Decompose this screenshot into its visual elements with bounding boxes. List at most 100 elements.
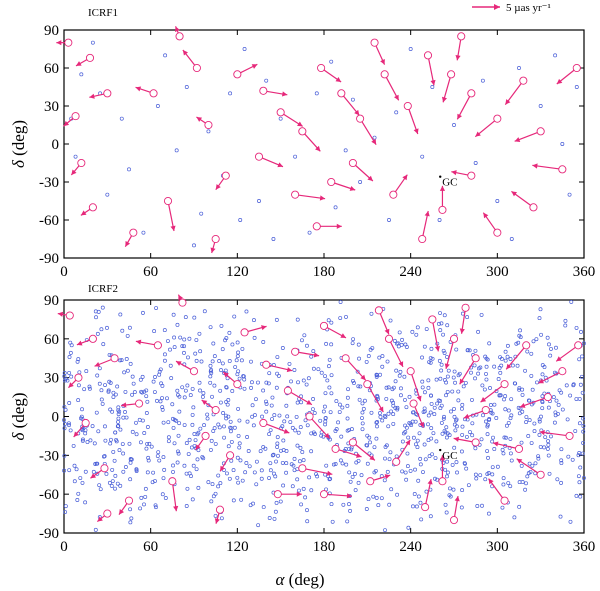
- panel-title: ICRF2: [88, 283, 118, 295]
- source-point: [563, 323, 568, 328]
- vector-origin-marker: [298, 127, 307, 136]
- source-point: [527, 418, 532, 423]
- source-point: [438, 376, 443, 381]
- vector-origin-marker: [233, 70, 242, 79]
- source-point: [368, 440, 372, 445]
- source-point: [500, 505, 505, 510]
- source-point: [274, 317, 279, 322]
- source-point: [124, 415, 129, 420]
- source-point: [292, 468, 297, 473]
- source-point: [449, 409, 453, 414]
- source-point: [546, 453, 551, 458]
- source-point: [223, 413, 228, 418]
- source-point: [484, 419, 488, 424]
- source-point: [158, 399, 163, 404]
- source-point: [384, 385, 389, 390]
- source-point: [206, 480, 211, 485]
- source-point: [166, 435, 171, 440]
- source-point: [408, 468, 413, 473]
- source-point: [443, 430, 448, 435]
- source-point: [345, 395, 350, 400]
- source-point: [444, 435, 449, 440]
- x-tick-label: 120: [226, 264, 249, 280]
- source-point: [75, 498, 80, 502]
- source-point: [296, 380, 300, 385]
- source-point: [581, 440, 585, 445]
- vector-origin-marker: [500, 496, 509, 505]
- vector-origin-marker: [298, 464, 307, 473]
- source-point: [532, 429, 537, 434]
- source-point: [301, 486, 306, 491]
- source-point: [383, 456, 387, 461]
- source-point: [75, 359, 80, 364]
- source-point: [122, 370, 127, 375]
- source-point: [213, 513, 218, 518]
- source-point: [158, 367, 163, 372]
- source-point: [398, 393, 403, 398]
- vector-origin-marker: [438, 205, 447, 214]
- vector-arrow-head: [434, 346, 440, 352]
- source-point: [272, 413, 277, 418]
- source-point: [489, 410, 494, 415]
- source-point: [80, 480, 85, 485]
- vector-origin-marker: [192, 63, 201, 73]
- source-point: [445, 459, 450, 464]
- source-point: [323, 391, 328, 396]
- x-tick-label: 0: [60, 264, 68, 280]
- source-point: [306, 376, 311, 381]
- source-point: [504, 423, 509, 428]
- source-point: [276, 453, 280, 458]
- source-point: [445, 389, 450, 394]
- source-point: [388, 318, 393, 323]
- source-point: [288, 420, 293, 424]
- vector-origin-marker: [65, 311, 74, 320]
- source-point: [307, 475, 312, 480]
- source-point: [453, 380, 458, 385]
- vector-origin-marker: [211, 405, 220, 415]
- source-point: [176, 433, 181, 438]
- vector-arrow-head: [419, 421, 425, 428]
- vector-arrow-head: [68, 382, 74, 388]
- source-point: [111, 449, 116, 454]
- source-point: [375, 393, 380, 398]
- source-point: [580, 390, 585, 395]
- source-point: [108, 437, 113, 442]
- source-point: [492, 402, 497, 407]
- vector-arrow-head: [360, 374, 366, 381]
- source-point: [93, 527, 98, 532]
- source-point: [380, 354, 385, 359]
- vector-origin-marker: [168, 477, 177, 486]
- source-point: [145, 399, 150, 404]
- source-point: [465, 348, 470, 353]
- source-point: [143, 494, 148, 499]
- vector-arrow-head: [178, 294, 184, 301]
- source-point: [537, 316, 542, 321]
- source-point: [249, 359, 253, 364]
- source-point: [242, 47, 247, 51]
- source-point: [524, 420, 529, 425]
- source-point: [87, 386, 92, 391]
- vector-arrow-head: [556, 356, 562, 362]
- vector-origin-marker: [403, 101, 412, 111]
- source-point: [360, 427, 365, 432]
- source-point: [472, 363, 477, 368]
- source-point: [289, 462, 294, 467]
- source-point: [545, 430, 550, 435]
- source-point: [171, 463, 175, 468]
- source-point: [132, 390, 137, 395]
- source-point: [546, 439, 551, 444]
- source-point: [577, 396, 582, 401]
- source-point: [374, 420, 379, 425]
- source-point: [579, 374, 584, 379]
- source-point: [127, 441, 132, 446]
- source-point: [208, 447, 213, 452]
- source-point: [63, 510, 68, 514]
- source-point: [278, 116, 283, 121]
- source-point: [184, 504, 189, 508]
- source-point: [311, 397, 316, 401]
- vector-origin-marker: [565, 431, 574, 440]
- source-point: [504, 435, 508, 440]
- vector-arrow-head: [173, 505, 179, 512]
- source-point: [72, 463, 77, 468]
